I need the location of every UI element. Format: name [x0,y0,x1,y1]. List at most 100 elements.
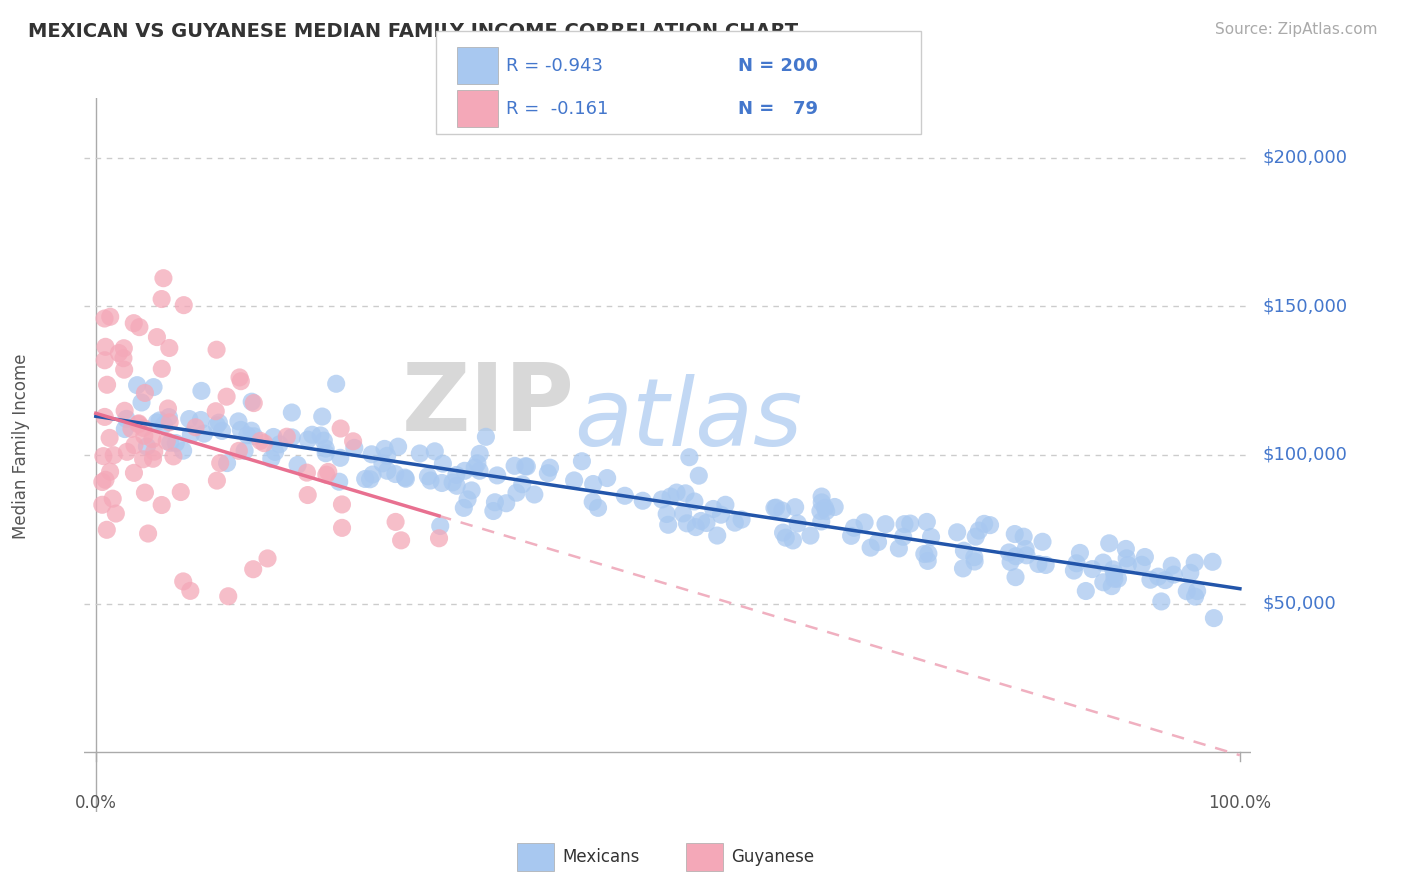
Text: R = -0.943: R = -0.943 [506,57,603,75]
Point [115,445,138,459]
Point [157,410,180,425]
Point [523,487,546,501]
Point [582,477,605,491]
Point [510,477,533,491]
Point [1154,573,1177,587]
Point [441,475,464,490]
Point [149,413,172,427]
Point [122,466,145,480]
Point [165,436,187,450]
Point [101,491,124,506]
Text: 100.0%: 100.0% [1208,794,1271,812]
Point [184,420,207,434]
Point [690,514,713,528]
Point [316,465,339,479]
Point [93,311,115,326]
Point [329,421,352,435]
Point [891,530,914,544]
Point [1180,566,1202,580]
Point [242,396,264,410]
Point [946,525,969,540]
Point [596,471,619,485]
Point [1107,572,1129,586]
Point [1175,584,1198,599]
Point [963,554,986,568]
Point [1035,558,1057,572]
Point [688,468,710,483]
Point [108,346,131,360]
Point [866,535,889,549]
Point [915,515,938,529]
Text: ZIP: ZIP [402,359,575,451]
Point [702,502,724,516]
Point [979,518,1001,533]
Point [205,474,228,488]
Point [228,443,250,458]
Point [631,493,654,508]
Point [229,423,252,437]
Point [810,515,832,529]
Text: $150,000: $150,000 [1263,297,1348,315]
Point [453,464,475,478]
Point [330,498,353,512]
Point [1098,536,1121,550]
Point [328,475,350,489]
Point [96,523,118,537]
Point [657,517,679,532]
Point [91,475,114,489]
Point [814,500,837,515]
Point [134,429,156,443]
Point [484,495,506,509]
Point [205,418,228,433]
Point [538,460,561,475]
Point [136,526,159,541]
Point [963,550,986,565]
Point [98,310,121,324]
Point [342,434,364,449]
Point [1031,534,1053,549]
Point [1160,558,1182,573]
Point [763,500,786,515]
Point [571,454,593,468]
Point [1150,594,1173,608]
Point [159,415,181,429]
Point [172,443,194,458]
Point [142,451,165,466]
Point [917,554,939,568]
Point [468,447,491,461]
Point [423,444,446,458]
Point [371,456,394,470]
Text: atlas: atlas [575,374,803,465]
Point [375,449,398,463]
Text: N =   79: N = 79 [738,100,818,118]
Point [180,427,202,442]
Point [453,500,475,515]
Point [505,485,527,500]
Point [301,427,323,442]
Point [475,430,498,444]
Point [173,298,195,312]
Point [127,417,149,431]
Point [179,583,201,598]
Point [464,460,486,475]
Point [375,464,398,478]
Point [132,452,155,467]
Point [1081,562,1104,576]
Point [1116,558,1139,572]
Point [1069,546,1091,560]
Point [93,409,115,424]
Point [917,547,939,561]
Point [103,448,125,462]
Point [253,436,276,450]
Point [312,434,335,448]
Point [810,490,832,504]
Point [678,450,700,465]
Point [150,498,173,512]
Point [229,374,252,388]
Point [665,485,688,500]
Point [1104,572,1126,586]
Point [965,530,987,544]
Point [432,457,454,471]
Text: Mexicans: Mexicans [562,848,640,866]
Point [775,531,797,545]
